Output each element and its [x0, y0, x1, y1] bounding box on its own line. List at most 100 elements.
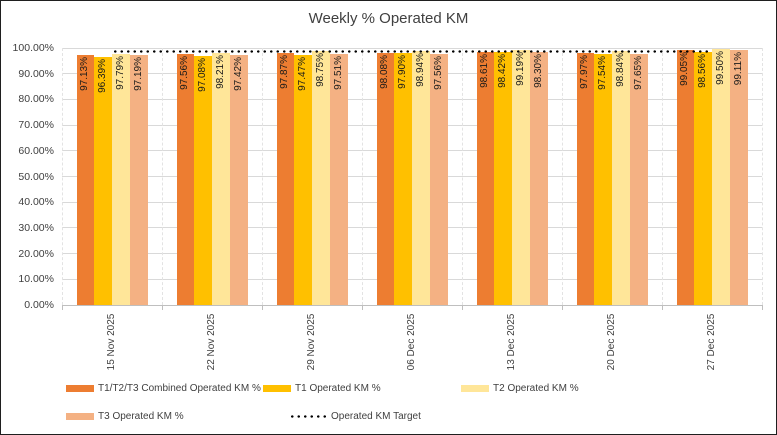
bar-value-label: 99.05%	[679, 52, 691, 87]
y-axis-tick-label: 90.00%	[18, 67, 54, 80]
bar	[229, 54, 248, 305]
x-axis-tick	[562, 305, 563, 310]
bar	[194, 55, 212, 305]
legend-label-combined: T1/T2/T3 Combined Operated KM %	[98, 383, 261, 394]
bar	[94, 57, 112, 305]
y-axis-tick-label: 30.00%	[18, 221, 54, 234]
bar	[376, 52, 395, 305]
bar	[76, 55, 95, 305]
bar	[112, 53, 130, 305]
bar-value-label: 98.61%	[479, 53, 491, 88]
gridline-vertical	[361, 48, 363, 305]
bar-value-label: 98.30%	[532, 54, 544, 89]
bar-value-label: 97.19%	[132, 57, 144, 92]
bar-value-label: 97.79%	[114, 55, 126, 90]
legend-item-combined: T1/T2/T3 Combined Operated KM %	[66, 383, 261, 394]
bar	[429, 54, 448, 305]
y-axis-tick-label: 70.00%	[18, 119, 54, 132]
legend-label-t1: T1 Operated KM %	[295, 383, 381, 394]
bar-value-label: 98.56%	[697, 53, 709, 88]
bar	[394, 53, 412, 305]
bar	[594, 54, 612, 305]
bar	[129, 55, 148, 305]
x-axis-category-label: 27 Dec 2025	[706, 313, 717, 371]
bar	[512, 50, 530, 305]
chart-title: Weekly % Operated KM	[308, 10, 469, 27]
bar	[694, 51, 712, 305]
gridline-vertical	[261, 48, 263, 305]
bar-value-label: 97.13%	[79, 57, 91, 92]
y-axis-tick-label: 10.00%	[18, 273, 54, 286]
bar	[329, 54, 348, 305]
gridline-vertical	[61, 48, 63, 305]
bar-value-label: 97.97%	[579, 55, 591, 90]
bar	[212, 52, 230, 305]
legend-swatch-t1	[263, 385, 291, 392]
bar-value-label: 97.87%	[279, 55, 291, 90]
bar	[529, 52, 548, 305]
legend-item-target: Operated KM Target	[289, 411, 421, 422]
bar	[294, 54, 312, 305]
x-axis-tick	[262, 305, 263, 310]
bar	[276, 53, 295, 305]
x-axis-category-label: 15 Nov 2025	[106, 313, 117, 371]
bar-value-label: 96.39%	[97, 59, 109, 94]
x-axis-tick	[762, 305, 763, 310]
x-axis-tick	[662, 305, 663, 310]
y-axis-tick-label: 80.00%	[18, 93, 54, 106]
x-axis-category-label: 20 Dec 2025	[606, 313, 617, 371]
bar	[676, 50, 695, 305]
bar	[729, 50, 748, 305]
target-line	[112, 50, 712, 54]
x-axis-tick	[162, 305, 163, 310]
bar-value-label: 98.75%	[314, 53, 326, 88]
x-axis-category-label: 29 Nov 2025	[306, 313, 317, 371]
bar-value-label: 99.50%	[714, 51, 726, 86]
bar-value-label: 97.54%	[597, 56, 609, 91]
bar-value-label: 98.94%	[414, 52, 426, 87]
gridline-vertical	[761, 48, 763, 305]
legend-swatch-combined	[66, 385, 94, 392]
x-axis-tick	[362, 305, 363, 310]
y-axis-tick-label: 0.00%	[24, 299, 54, 311]
bar	[576, 53, 595, 305]
x-axis-tick	[462, 305, 463, 310]
legend-swatch-t3	[66, 413, 94, 420]
bar-value-label: 97.56%	[432, 56, 444, 91]
legend-swatch-target-dotted-line	[289, 415, 327, 418]
y-axis-tick-label: 100.00%	[12, 42, 54, 54]
bar-value-label: 97.08%	[197, 57, 209, 92]
bar-value-label: 97.51%	[332, 56, 344, 91]
x-axis-category-label: 06 Dec 2025	[406, 313, 417, 371]
bar	[476, 51, 495, 305]
legend-item-t1: T1 Operated KM %	[263, 383, 381, 394]
y-axis-tick-label: 40.00%	[18, 196, 54, 209]
bar	[629, 54, 648, 305]
gridline-horizontal	[62, 47, 762, 49]
x-axis-category-label: 22 Nov 2025	[206, 313, 217, 371]
bar	[712, 49, 730, 305]
legend-item-t2: T2 Operated KM %	[461, 383, 579, 394]
legend-swatch-t2	[461, 385, 489, 392]
bar-value-label: 97.47%	[297, 56, 309, 91]
y-axis-tick-label: 20.00%	[18, 247, 54, 260]
gridline-vertical	[661, 48, 663, 305]
bar-value-label: 97.42%	[232, 56, 244, 91]
legend-item-t3: T3 Operated KM %	[66, 411, 184, 422]
bar-value-label: 97.90%	[397, 55, 409, 90]
x-axis-category-label: 13 Dec 2025	[506, 313, 517, 371]
bar	[612, 50, 630, 305]
y-axis-tick-label: 50.00%	[18, 170, 54, 183]
bar	[312, 51, 330, 305]
x-axis-line	[62, 305, 762, 306]
gridline-vertical	[561, 48, 563, 305]
bar-value-label: 98.08%	[379, 54, 391, 89]
bar-value-label: 99.11%	[732, 52, 744, 86]
bar	[494, 52, 512, 305]
gridline-vertical	[161, 48, 163, 305]
legend-label-t2: T2 Operated KM %	[493, 383, 579, 394]
bar-value-label: 99.19%	[514, 52, 526, 86]
legend-label-t3: T3 Operated KM %	[98, 411, 184, 422]
